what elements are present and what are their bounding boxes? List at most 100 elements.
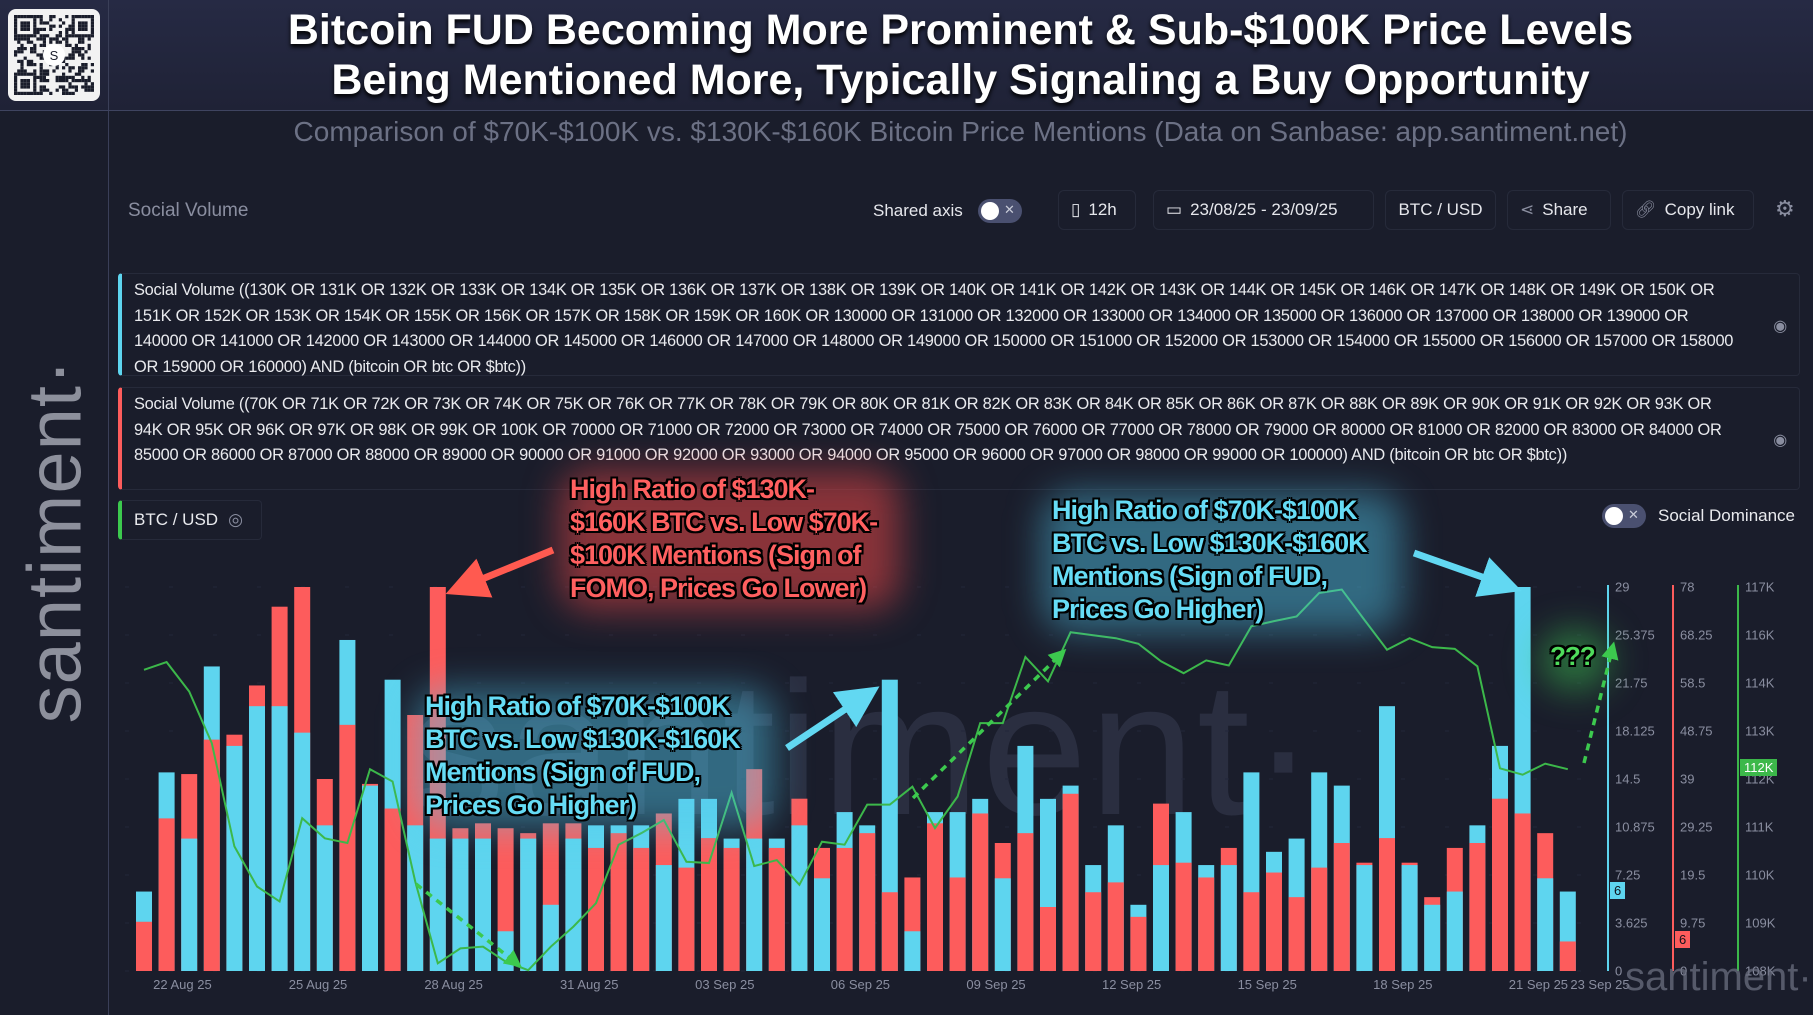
metric-query-text: Social Volume ((70K OR 71K OR 72K OR 73K… bbox=[134, 395, 1722, 465]
y-tick-label: 21.75 bbox=[1615, 675, 1648, 691]
interval-button[interactable]: ▯ 12h bbox=[1058, 190, 1136, 230]
copy-link-button[interactable]: 🔗︎ Copy link bbox=[1622, 190, 1754, 230]
y-tick-label: 0 bbox=[1615, 963, 1623, 979]
x-tick-label: 31 Aug 25 bbox=[559, 977, 619, 992]
bar-130k-160k bbox=[1153, 865, 1169, 971]
eye-icon[interactable]: ◉ bbox=[1773, 432, 1787, 449]
section-label: Social Volume bbox=[128, 200, 249, 221]
header-background bbox=[0, 0, 1813, 110]
y-tick-label: 19.5 bbox=[1680, 867, 1706, 883]
bar-70k-100k bbox=[1469, 843, 1486, 971]
bar-70k-100k bbox=[1040, 907, 1056, 971]
y-tick-label: 3.625 bbox=[1615, 915, 1648, 931]
annotation-fud-left: High Ratio of $70K-$100K BTC vs. Low $13… bbox=[425, 691, 741, 820]
metric-card-130k-160k[interactable]: Social Volume ((130K OR 131K OR 132K OR … bbox=[118, 273, 1800, 376]
title-line-2: Being Mentioned More, Typically Signalin… bbox=[331, 56, 1590, 104]
y-tick-label: 114K bbox=[1745, 675, 1775, 691]
bar-130k-160k bbox=[542, 904, 559, 971]
x-tick-label: 06 Sep 25 bbox=[830, 977, 891, 992]
social-dominance-label: Social Dominance bbox=[1658, 506, 1796, 525]
pair-label: BTC / USD bbox=[1398, 200, 1483, 219]
bar-130k-160k bbox=[271, 706, 288, 971]
bar-130k-160k bbox=[249, 706, 265, 971]
bar-130k-160k bbox=[316, 825, 333, 971]
bar-70k-100k bbox=[384, 808, 401, 971]
y-tick-label: 110K bbox=[1745, 867, 1775, 883]
y-tick-label: 7.25 bbox=[1615, 867, 1641, 883]
bar-130k-160k bbox=[1446, 891, 1463, 971]
bar-70k-100k bbox=[1333, 843, 1350, 971]
shared-axis-toggle[interactable]: ✕ bbox=[978, 199, 1022, 223]
share-button[interactable]: ⋖ Share bbox=[1507, 190, 1611, 230]
bar-70k-100k bbox=[1198, 877, 1215, 971]
last-value-badge: 6 bbox=[1675, 931, 1691, 949]
annotation-fud-right: High Ratio of $70K-$100K BTC vs. Low $13… bbox=[1052, 495, 1368, 624]
bar-70k-100k bbox=[836, 847, 853, 971]
pair-button[interactable]: BTC / USD bbox=[1385, 190, 1496, 230]
metric-label: BTC / USD bbox=[134, 510, 219, 529]
y-tick-label: 10.875 bbox=[1615, 819, 1655, 835]
settings-gear-icon[interactable]: ⚙ bbox=[1775, 196, 1795, 221]
bar-70k-100k bbox=[1130, 916, 1147, 971]
eye-icon[interactable]: ◎ bbox=[228, 510, 243, 529]
interval-label: 12h bbox=[1088, 200, 1117, 219]
y-tick-label: 111K bbox=[1745, 819, 1774, 835]
bar-70k-100k bbox=[1085, 892, 1102, 971]
bar-70k-100k bbox=[1107, 882, 1124, 971]
last-value-badge: 112K bbox=[1740, 759, 1778, 777]
last-value-badge: 6 bbox=[1610, 881, 1626, 899]
copy-link-label: Copy link bbox=[1664, 200, 1735, 219]
bar-70k-100k bbox=[1514, 813, 1531, 971]
bar-70k-100k bbox=[1243, 892, 1260, 971]
bar-130k-160k bbox=[520, 838, 537, 971]
bar-130k-160k bbox=[1356, 865, 1373, 971]
bar-70k-100k bbox=[136, 921, 152, 971]
social-dominance-toggle[interactable]: ✕ bbox=[1602, 504, 1646, 528]
y-tick-label: 29 bbox=[1615, 579, 1630, 595]
bar-70k-100k bbox=[701, 838, 717, 971]
btc-price-line bbox=[143, 588, 1569, 972]
y-tick-label: 78 bbox=[1680, 579, 1695, 595]
bar-70k-100k bbox=[633, 847, 650, 971]
y-tick-label: 14.5 bbox=[1615, 771, 1641, 787]
metric-chip-btc-usd[interactable]: BTC / USD ◎ bbox=[118, 500, 262, 540]
x-tick-label: 23 Sep 25 bbox=[1570, 977, 1630, 992]
bar-130k-160k bbox=[181, 838, 198, 971]
bar-70k-100k bbox=[678, 867, 695, 971]
bar-130k-160k bbox=[294, 732, 311, 971]
date-range-button[interactable]: ▭ 23/08/25 - 23/09/25 bbox=[1153, 190, 1374, 230]
x-tick-label: 03 Sep 25 bbox=[695, 977, 755, 992]
link-icon: 🔗︎ bbox=[1635, 200, 1657, 219]
qr-code: S bbox=[8, 9, 100, 101]
header-divider bbox=[0, 110, 1813, 111]
bar-130k-160k bbox=[429, 838, 446, 971]
x-tick-label: 09 Sep 25 bbox=[966, 977, 1026, 992]
x-tick-label: 18 Sep 25 bbox=[1373, 977, 1433, 992]
bar-70k-100k bbox=[1017, 833, 1034, 971]
y-tick-label: 68.25 bbox=[1680, 627, 1713, 643]
metric-card-70k-100k[interactable]: Social Volume ((70K OR 71K OR 72K OR 73K… bbox=[118, 387, 1800, 490]
bar-70k-100k bbox=[203, 739, 220, 971]
bar-70k-100k bbox=[1288, 897, 1305, 971]
bar-70k-100k bbox=[881, 892, 898, 971]
bar-70k-100k bbox=[972, 813, 989, 971]
svg-text:S: S bbox=[50, 48, 59, 63]
share-label: Share bbox=[1542, 200, 1588, 219]
y-tick-label: 39 bbox=[1680, 771, 1695, 787]
bar-70k-100k bbox=[1379, 838, 1395, 971]
bar-130k-160k bbox=[1401, 865, 1418, 971]
bar-130k-160k bbox=[1220, 865, 1237, 971]
y-tick-label: 113K bbox=[1745, 723, 1775, 739]
annotation-fomo: High Ratio of $130K- $160K BTC vs. Low $… bbox=[570, 474, 878, 603]
y-tick-label: 58.5 bbox=[1680, 675, 1706, 691]
eye-icon[interactable]: ◉ bbox=[1773, 318, 1787, 335]
corner-logo: santiment· bbox=[1625, 955, 1812, 999]
bar-70k-100k bbox=[158, 818, 175, 971]
x-tick-label: 21 Sep 25 bbox=[1508, 977, 1569, 992]
bar-130k-160k bbox=[746, 838, 763, 971]
y-tick-label: 9.75 bbox=[1680, 915, 1706, 931]
bar-70k-100k bbox=[768, 847, 785, 971]
x-tick-label: 22 Aug 25 bbox=[153, 977, 212, 992]
bar-70k-100k bbox=[610, 833, 627, 971]
